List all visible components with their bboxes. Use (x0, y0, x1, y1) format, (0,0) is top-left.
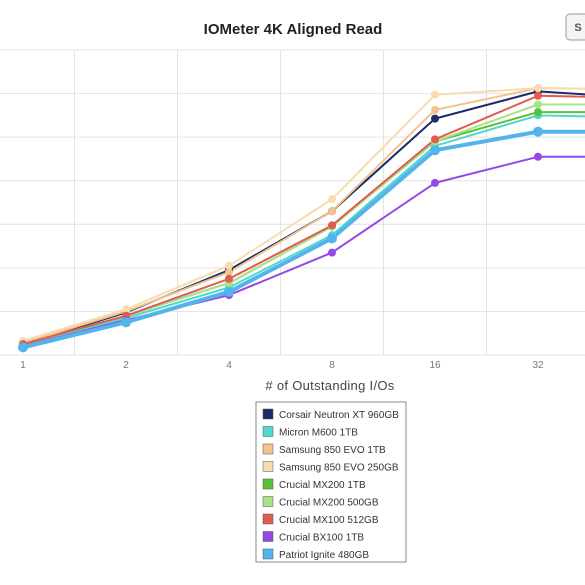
legend-label: Crucial MX100 512GB (279, 515, 379, 526)
data-point (328, 207, 336, 216)
legend-label: Corsair Neutron XT 960GB (279, 410, 399, 421)
legend-swatch (262, 443, 274, 455)
data-point (225, 274, 233, 283)
grid-layer (0, 49, 585, 356)
legend-swatch (262, 496, 274, 507)
data-point (431, 114, 439, 123)
data-point (431, 105, 439, 114)
legend-swatch (262, 461, 274, 472)
x-tick-label: 8 (329, 360, 335, 371)
legend-label: Micron M600 1TB (279, 428, 358, 439)
legend-label: Patriot Ignite 480GB (279, 550, 369, 561)
chart-title: IOMeter 4K Aligned Read (204, 21, 383, 38)
data-point (225, 268, 233, 277)
x-tick-label: 1 (20, 360, 26, 371)
x-tick-label: 2 (123, 360, 129, 371)
legend-label: Samsung 850 EVO 1TB (279, 445, 386, 456)
legend-swatch (262, 478, 274, 490)
legend-swatch (262, 426, 274, 437)
legend-swatch (262, 513, 274, 525)
series-line-6 (22, 94, 585, 346)
data-point (121, 317, 131, 328)
data-point (328, 195, 336, 204)
legend-label: Crucial MX200 1TB (279, 480, 366, 491)
data-point (431, 178, 439, 187)
legend-label: Samsung 850 EVO 250GB (279, 463, 399, 474)
x-tick-label: 4 (226, 360, 232, 371)
legend-label: Crucial BX100 1TB (279, 533, 364, 544)
data-point (328, 248, 336, 257)
data-point (327, 233, 337, 244)
data-point (430, 145, 440, 156)
legend-box (255, 401, 407, 563)
x-tick-label: 16 (429, 360, 441, 371)
legend-swatch (262, 531, 274, 542)
lines-layer (21, 87, 585, 350)
data-point (18, 342, 28, 353)
legend-items: Corsair Neutron XT 960GB Micron M600 1TB S… (262, 408, 399, 561)
legend-swatch (262, 408, 274, 420)
points-layer (18, 84, 543, 353)
data-point (534, 108, 542, 117)
legend: Corsair Neutron XT 960GB Micron M600 1TB S… (255, 401, 407, 563)
data-point (328, 221, 336, 230)
logo-badge-icon (565, 13, 585, 41)
data-point (534, 100, 542, 109)
logo-text: S (574, 22, 581, 34)
data-point (431, 90, 439, 99)
data-point (225, 261, 233, 270)
legend-label: Crucial MX200 500GB (279, 498, 379, 509)
ticks-layer: 1 2 4 8 16 32 (20, 360, 544, 371)
data-point (534, 91, 542, 100)
x-tick-label: 32 (532, 360, 544, 371)
data-point (534, 84, 542, 93)
legend-swatch (262, 548, 274, 560)
data-point (431, 135, 439, 144)
series-line-1 (22, 114, 585, 347)
data-point (533, 126, 543, 137)
data-point (534, 152, 542, 161)
data-point (122, 305, 130, 314)
site-logo: S (565, 13, 585, 41)
x-axis-label: # of Outstanding I/Os (265, 378, 394, 393)
data-point (224, 286, 234, 297)
